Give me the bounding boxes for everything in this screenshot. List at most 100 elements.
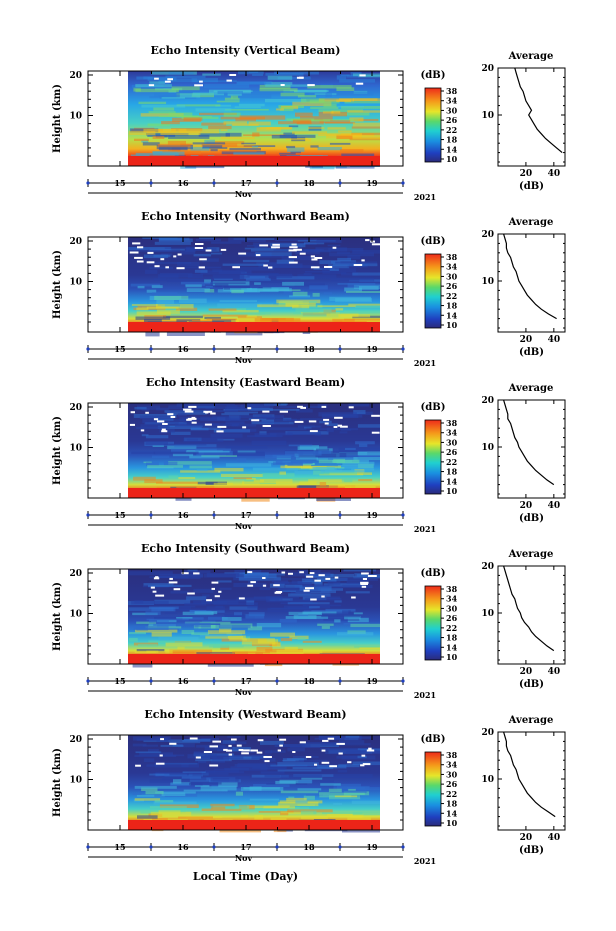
colorbar-tick-label: 26: [446, 281, 458, 291]
average-frame: [497, 565, 566, 665]
x-tick-label: 16: [177, 178, 189, 188]
colorbar-tick-label: 14: [446, 642, 458, 652]
colorbar-tick-label: 22: [446, 291, 457, 301]
average-y-tick-label: 20: [481, 230, 494, 240]
average-y-tick-label: 20: [481, 64, 494, 74]
colorbar-tick-label: 18: [446, 467, 458, 477]
year-label: 2021: [414, 358, 436, 368]
panel-4: Echo Intensity (Westward Beam) Average 20 1…: [52, 708, 566, 883]
colorbar: [424, 87, 442, 163]
colorbar-tick-label: 30: [446, 603, 458, 613]
date-marker: [338, 679, 342, 683]
average-x-tick-label: 40: [548, 833, 561, 843]
colorbar-tick-label: 30: [446, 769, 458, 779]
year-label: 2021: [414, 524, 436, 534]
colorbar-tick-label: 18: [446, 135, 458, 145]
date-marker: [275, 181, 279, 185]
date-marker: [212, 181, 216, 185]
x-tick-label: 19: [366, 344, 378, 354]
x-tick-label: 17: [240, 178, 251, 188]
colorbar-tick-label: 38: [446, 252, 458, 262]
date-marker: [275, 347, 279, 351]
date-marker: [401, 679, 405, 683]
colorbar-label: (dB): [421, 734, 446, 745]
colorbar-tick-label: 10: [446, 652, 458, 662]
colorbar-tick-label: 30: [446, 437, 458, 447]
colorbar-tick-label: 38: [446, 750, 458, 760]
colorbar-tick-label: 14: [446, 310, 458, 320]
average-x-label: (dB): [519, 181, 544, 192]
y-tick-label: 10: [69, 444, 82, 454]
colorbar-tick-label: 18: [446, 799, 458, 809]
date-marker: [149, 845, 153, 849]
average-y-tick-label: 10: [481, 775, 494, 785]
colorbar-tick-label: 26: [446, 115, 458, 125]
colorbar: [424, 751, 442, 827]
date-marker: [338, 347, 342, 351]
average-x-tick-label: 20: [520, 501, 533, 511]
date-marker: [86, 513, 90, 517]
date-marker: [149, 181, 153, 185]
date-marker: [212, 347, 216, 351]
y-tick-label: 20: [69, 403, 82, 413]
colorbar-tick-label: 22: [446, 789, 457, 799]
colorbar-tick-label: 14: [446, 476, 458, 486]
surface-layer: [128, 322, 380, 332]
average-profile-line: [503, 565, 555, 652]
date-marker: [149, 347, 153, 351]
surface-layer: [128, 156, 380, 166]
date-marker: [401, 845, 405, 849]
colorbar-tick-label: 18: [446, 633, 458, 643]
y-tick-label: 10: [69, 776, 82, 786]
date-marker: [149, 513, 153, 517]
colorbar: [424, 419, 442, 495]
y-tick-label: 20: [69, 237, 82, 247]
year-label: 2021: [414, 192, 436, 202]
average-x-tick-label: 40: [548, 169, 561, 179]
x-tick-label: 17: [240, 676, 251, 686]
colorbar-tick-label: 10: [446, 486, 458, 496]
colorbar-tick-label: 22: [446, 623, 457, 633]
colorbar-tick-label: 30: [446, 271, 458, 281]
x-tick-label: 17: [240, 344, 251, 354]
x-tick-label: 16: [177, 510, 189, 520]
colorbar-tick-label: 38: [446, 584, 458, 594]
y-tick-label: 10: [69, 112, 82, 122]
colorbar-tick-label: 10: [446, 320, 458, 330]
date-marker: [86, 845, 90, 849]
year-label: 2021: [414, 856, 436, 866]
average-profile-line: [503, 399, 555, 486]
x-tick-label: 18: [303, 178, 315, 188]
date-marker: [338, 513, 342, 517]
x-axis-label: Local Time (Day): [193, 870, 298, 883]
x-tick-label: 16: [177, 344, 189, 354]
average-y-tick-label: 20: [481, 562, 494, 572]
colorbar-tick-label: 26: [446, 613, 458, 623]
colorbar-tick-label: 10: [446, 818, 458, 828]
colorbar-tick-label: 38: [446, 86, 458, 96]
average-x-tick-label: 20: [520, 833, 533, 843]
date-marker: [212, 513, 216, 517]
x-tick-label: 17: [240, 510, 251, 520]
x-tick-label: 16: [177, 842, 189, 852]
y-axis-label: Height (km): [52, 582, 63, 651]
panel-3: Echo Intensity (Southward Beam) Average 20…: [52, 542, 566, 700]
x-tick-label: 15: [114, 842, 125, 852]
average-x-tick-label: 40: [548, 667, 561, 677]
date-marker: [212, 679, 216, 683]
average-title: Average: [508, 51, 554, 62]
panel-title: Echo Intensity (Southward Beam): [141, 542, 350, 555]
average-frame: [497, 233, 566, 333]
colorbar-label: (dB): [421, 568, 446, 579]
y-tick-label: 20: [69, 735, 82, 745]
y-tick-label: 10: [69, 610, 82, 620]
average-x-tick-label: 20: [520, 667, 533, 677]
date-marker: [401, 181, 405, 185]
date-marker: [338, 181, 342, 185]
x-tick-label: 18: [303, 842, 315, 852]
average-title: Average: [508, 549, 554, 560]
date-marker: [275, 845, 279, 849]
average-title: Average: [508, 383, 554, 394]
average-x-tick-label: 20: [520, 335, 533, 345]
average-profile-line: [503, 731, 556, 818]
